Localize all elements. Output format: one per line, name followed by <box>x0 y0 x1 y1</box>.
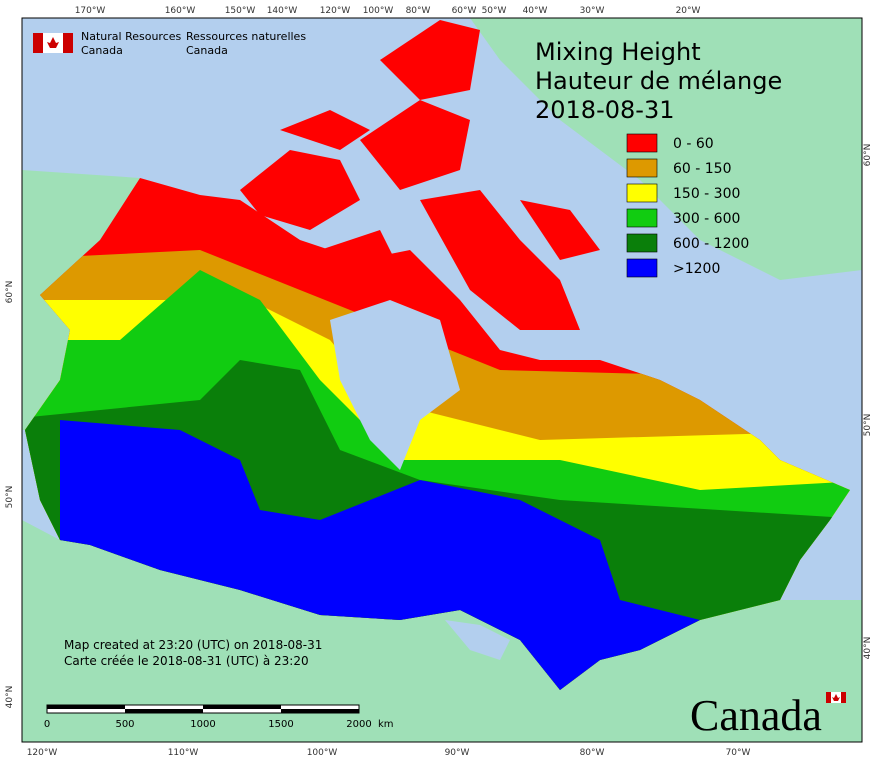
island <box>240 150 360 230</box>
longitude-label: 150°W <box>225 6 256 16</box>
longitude-label: 100°W <box>307 748 338 758</box>
longitude-label: 60°W <box>452 6 477 16</box>
legend-swatch <box>626 133 658 153</box>
greenland <box>470 18 862 280</box>
island <box>380 20 480 100</box>
legend: 0 - 60 60 - 150 150 - 300 300 - 600 600 - 12… <box>626 133 749 278</box>
island <box>280 110 370 150</box>
legend-swatch <box>626 258 658 278</box>
agency-en: Canada <box>81 44 123 57</box>
island <box>360 100 470 190</box>
agency-fr: Ressources naturelles <box>186 30 306 43</box>
scale-segment <box>47 705 125 709</box>
scale-label: 1500 <box>268 719 293 730</box>
maple-leaf <box>832 694 840 701</box>
agency-en: Natural Resources <box>81 30 182 43</box>
map-frame <box>21 17 863 743</box>
alaska <box>22 170 140 430</box>
longitude-label: 90°W <box>445 748 470 758</box>
latitude-label: 40°N <box>5 686 15 709</box>
great-lakes <box>445 620 510 660</box>
hudson-bay <box>330 300 460 470</box>
scale-unit: km <box>378 719 394 730</box>
legend-label: 300 - 600 <box>673 211 740 227</box>
credit: Carte créée le 2018-08-31 (UTC) à 23:20 <box>64 654 309 668</box>
scale-segment <box>125 709 203 713</box>
longitude-label: 120°W <box>27 748 58 758</box>
legend-label: 60 - 150 <box>673 161 732 177</box>
wordmark: Canada <box>690 691 822 740</box>
legend-swatch <box>626 208 658 228</box>
arctic-islands <box>240 20 600 330</box>
island <box>420 190 580 330</box>
scale-label: 2000 <box>346 719 371 730</box>
scale-label: 0 <box>44 719 50 730</box>
longitude-label: 110°W <box>168 748 199 758</box>
map-body <box>22 18 862 742</box>
title: Mixing Height <box>535 38 701 66</box>
longitude-label: 80°W <box>406 6 431 16</box>
flag-bar <box>841 692 846 703</box>
legend-label: 600 - 1200 <box>673 236 749 252</box>
nrcan-signature: Natural Resources Canada Ressources natu… <box>33 30 306 57</box>
scale-segment <box>203 705 281 709</box>
credit: Map created at 23:20 (UTC) on 2018-08-31 <box>64 638 322 652</box>
flag-bar <box>33 33 43 53</box>
flag-bar <box>63 33 73 53</box>
longitude-label: 120°W <box>320 6 351 16</box>
longitude-label: 20°W <box>676 6 701 16</box>
legend-label: 150 - 300 <box>673 186 740 202</box>
longitude-label: 50°W <box>482 6 507 16</box>
island <box>320 230 400 280</box>
graticule-labels: 170°W 160°W 150°W 140°W 120°W 100°W 80°W 60°W 50… <box>5 6 873 758</box>
longitude-label: 70°W <box>726 748 751 758</box>
scale-label: 1000 <box>190 719 215 730</box>
maple-leaf <box>47 37 59 48</box>
longitude-label: 80°W <box>580 748 605 758</box>
longitude-label: 170°W <box>75 6 106 16</box>
longitude-label: 160°W <box>165 6 196 16</box>
legend-swatch <box>626 233 658 253</box>
legend-label: 0 - 60 <box>673 136 714 152</box>
title: 2018-08-31 <box>535 96 674 124</box>
latitude-label: 50°N <box>5 486 15 509</box>
scale-bar: 0 500 1000 1500 2000 km <box>44 704 394 730</box>
latitude-label: 60°N <box>863 144 873 167</box>
longitude-label: 40°W <box>523 6 548 16</box>
longitude-label: 30°W <box>580 6 605 16</box>
legend-swatch <box>626 183 658 203</box>
united-states <box>22 520 862 742</box>
title: Hauteur de mélange <box>535 67 782 95</box>
latitude-label: 60°N <box>5 281 15 304</box>
legend-swatch <box>626 158 658 178</box>
longitude-label: 140°W <box>267 6 298 16</box>
agency-fr: Canada <box>186 44 228 57</box>
latitude-label: 50°N <box>863 414 873 437</box>
island <box>520 200 600 260</box>
latitude-label: 40°N <box>863 637 873 660</box>
scale-segment <box>281 709 359 713</box>
longitude-label: 100°W <box>363 6 394 16</box>
canada-wordmark: Canada <box>690 691 846 740</box>
scale-label: 500 <box>115 719 134 730</box>
legend-label: >1200 <box>673 261 720 277</box>
flag-bar <box>826 692 831 703</box>
